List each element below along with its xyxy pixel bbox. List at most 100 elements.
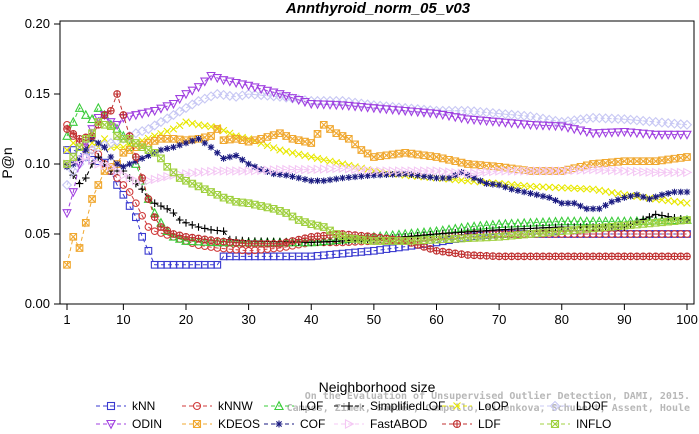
data-point xyxy=(74,102,85,112)
data-point xyxy=(520,166,530,176)
legend-item-ldof: LDOF xyxy=(540,399,608,413)
data-point xyxy=(237,90,248,101)
data-point xyxy=(602,202,609,209)
data-point xyxy=(106,161,117,172)
data-point xyxy=(119,148,128,157)
data-point xyxy=(432,166,442,176)
data-point xyxy=(539,192,547,200)
data-point xyxy=(651,157,660,166)
data-point xyxy=(476,167,486,178)
data-point xyxy=(287,94,298,104)
data-point xyxy=(149,106,160,117)
data-point xyxy=(626,221,635,229)
data-point xyxy=(344,163,355,174)
data-point xyxy=(437,110,448,120)
data-point xyxy=(63,125,71,133)
x-axis-label: Neighborhood size xyxy=(319,379,436,395)
data-point xyxy=(420,166,430,176)
series-kdeos xyxy=(63,120,691,269)
data-point xyxy=(582,252,591,261)
data-point xyxy=(100,160,110,171)
data-point xyxy=(225,135,234,144)
data-point xyxy=(481,107,492,118)
data-point xyxy=(507,252,516,261)
data-point xyxy=(438,166,449,177)
data-point xyxy=(670,167,680,178)
data-point xyxy=(683,216,691,224)
data-point xyxy=(157,154,165,163)
data-point xyxy=(363,165,373,176)
data-point xyxy=(458,169,465,176)
data-point xyxy=(263,203,272,212)
data-point xyxy=(514,252,522,261)
data-point xyxy=(162,113,173,124)
data-point xyxy=(282,147,290,156)
data-point xyxy=(456,114,467,124)
data-point xyxy=(658,211,666,220)
data-point xyxy=(163,226,172,235)
data-point xyxy=(113,166,123,176)
data-point xyxy=(450,113,461,123)
data-point xyxy=(671,188,678,196)
data-point xyxy=(545,166,555,176)
data-point xyxy=(676,252,685,261)
data-point xyxy=(251,165,261,176)
data-point xyxy=(226,129,234,137)
data-point xyxy=(319,223,328,231)
data-point xyxy=(564,252,572,261)
data-point xyxy=(614,157,622,166)
data-point xyxy=(344,134,353,143)
data-point xyxy=(500,118,511,128)
data-point xyxy=(576,252,585,261)
data-point xyxy=(525,120,536,131)
data-point xyxy=(138,174,147,182)
data-point xyxy=(401,170,409,178)
data-point xyxy=(664,212,673,221)
data-point xyxy=(213,190,222,199)
data-point xyxy=(194,121,203,129)
data-point xyxy=(244,240,253,248)
data-point xyxy=(75,244,84,252)
data-point xyxy=(370,171,378,179)
data-point xyxy=(143,108,154,118)
data-point xyxy=(670,217,679,225)
data-point xyxy=(626,252,635,261)
data-point xyxy=(382,151,391,160)
data-point xyxy=(608,198,616,206)
data-point xyxy=(638,129,648,139)
data-point xyxy=(545,194,553,201)
data-point xyxy=(414,172,422,179)
data-point xyxy=(212,74,223,84)
data-point xyxy=(432,153,441,161)
data-point xyxy=(170,143,177,151)
data-point xyxy=(295,174,303,182)
data-point xyxy=(520,230,529,239)
data-point xyxy=(370,166,380,176)
data-point xyxy=(301,176,309,183)
legend: kNN kNNW LOF SimplifiedLOF LoOP LDOF ODIN KDEOS… xyxy=(96,399,611,431)
data-point xyxy=(88,195,96,203)
legend-swatch-marker xyxy=(452,419,462,429)
data-point xyxy=(463,251,472,259)
data-point xyxy=(362,99,373,110)
data-point xyxy=(683,252,691,261)
data-point xyxy=(420,173,428,180)
data-point xyxy=(513,119,523,129)
data-point xyxy=(276,129,284,138)
data-point xyxy=(307,177,315,185)
data-point xyxy=(551,183,560,192)
data-point xyxy=(138,232,147,241)
data-point xyxy=(539,252,547,261)
data-point xyxy=(162,102,173,112)
data-point xyxy=(444,111,454,122)
data-point xyxy=(238,239,247,248)
data-point xyxy=(219,227,228,235)
data-point xyxy=(457,250,466,258)
data-point xyxy=(533,182,541,191)
data-point xyxy=(113,90,121,98)
data-point xyxy=(644,130,655,140)
data-point xyxy=(614,222,622,231)
data-point xyxy=(275,90,285,100)
data-point xyxy=(187,86,198,96)
legend-label: KDEOS xyxy=(218,417,260,431)
